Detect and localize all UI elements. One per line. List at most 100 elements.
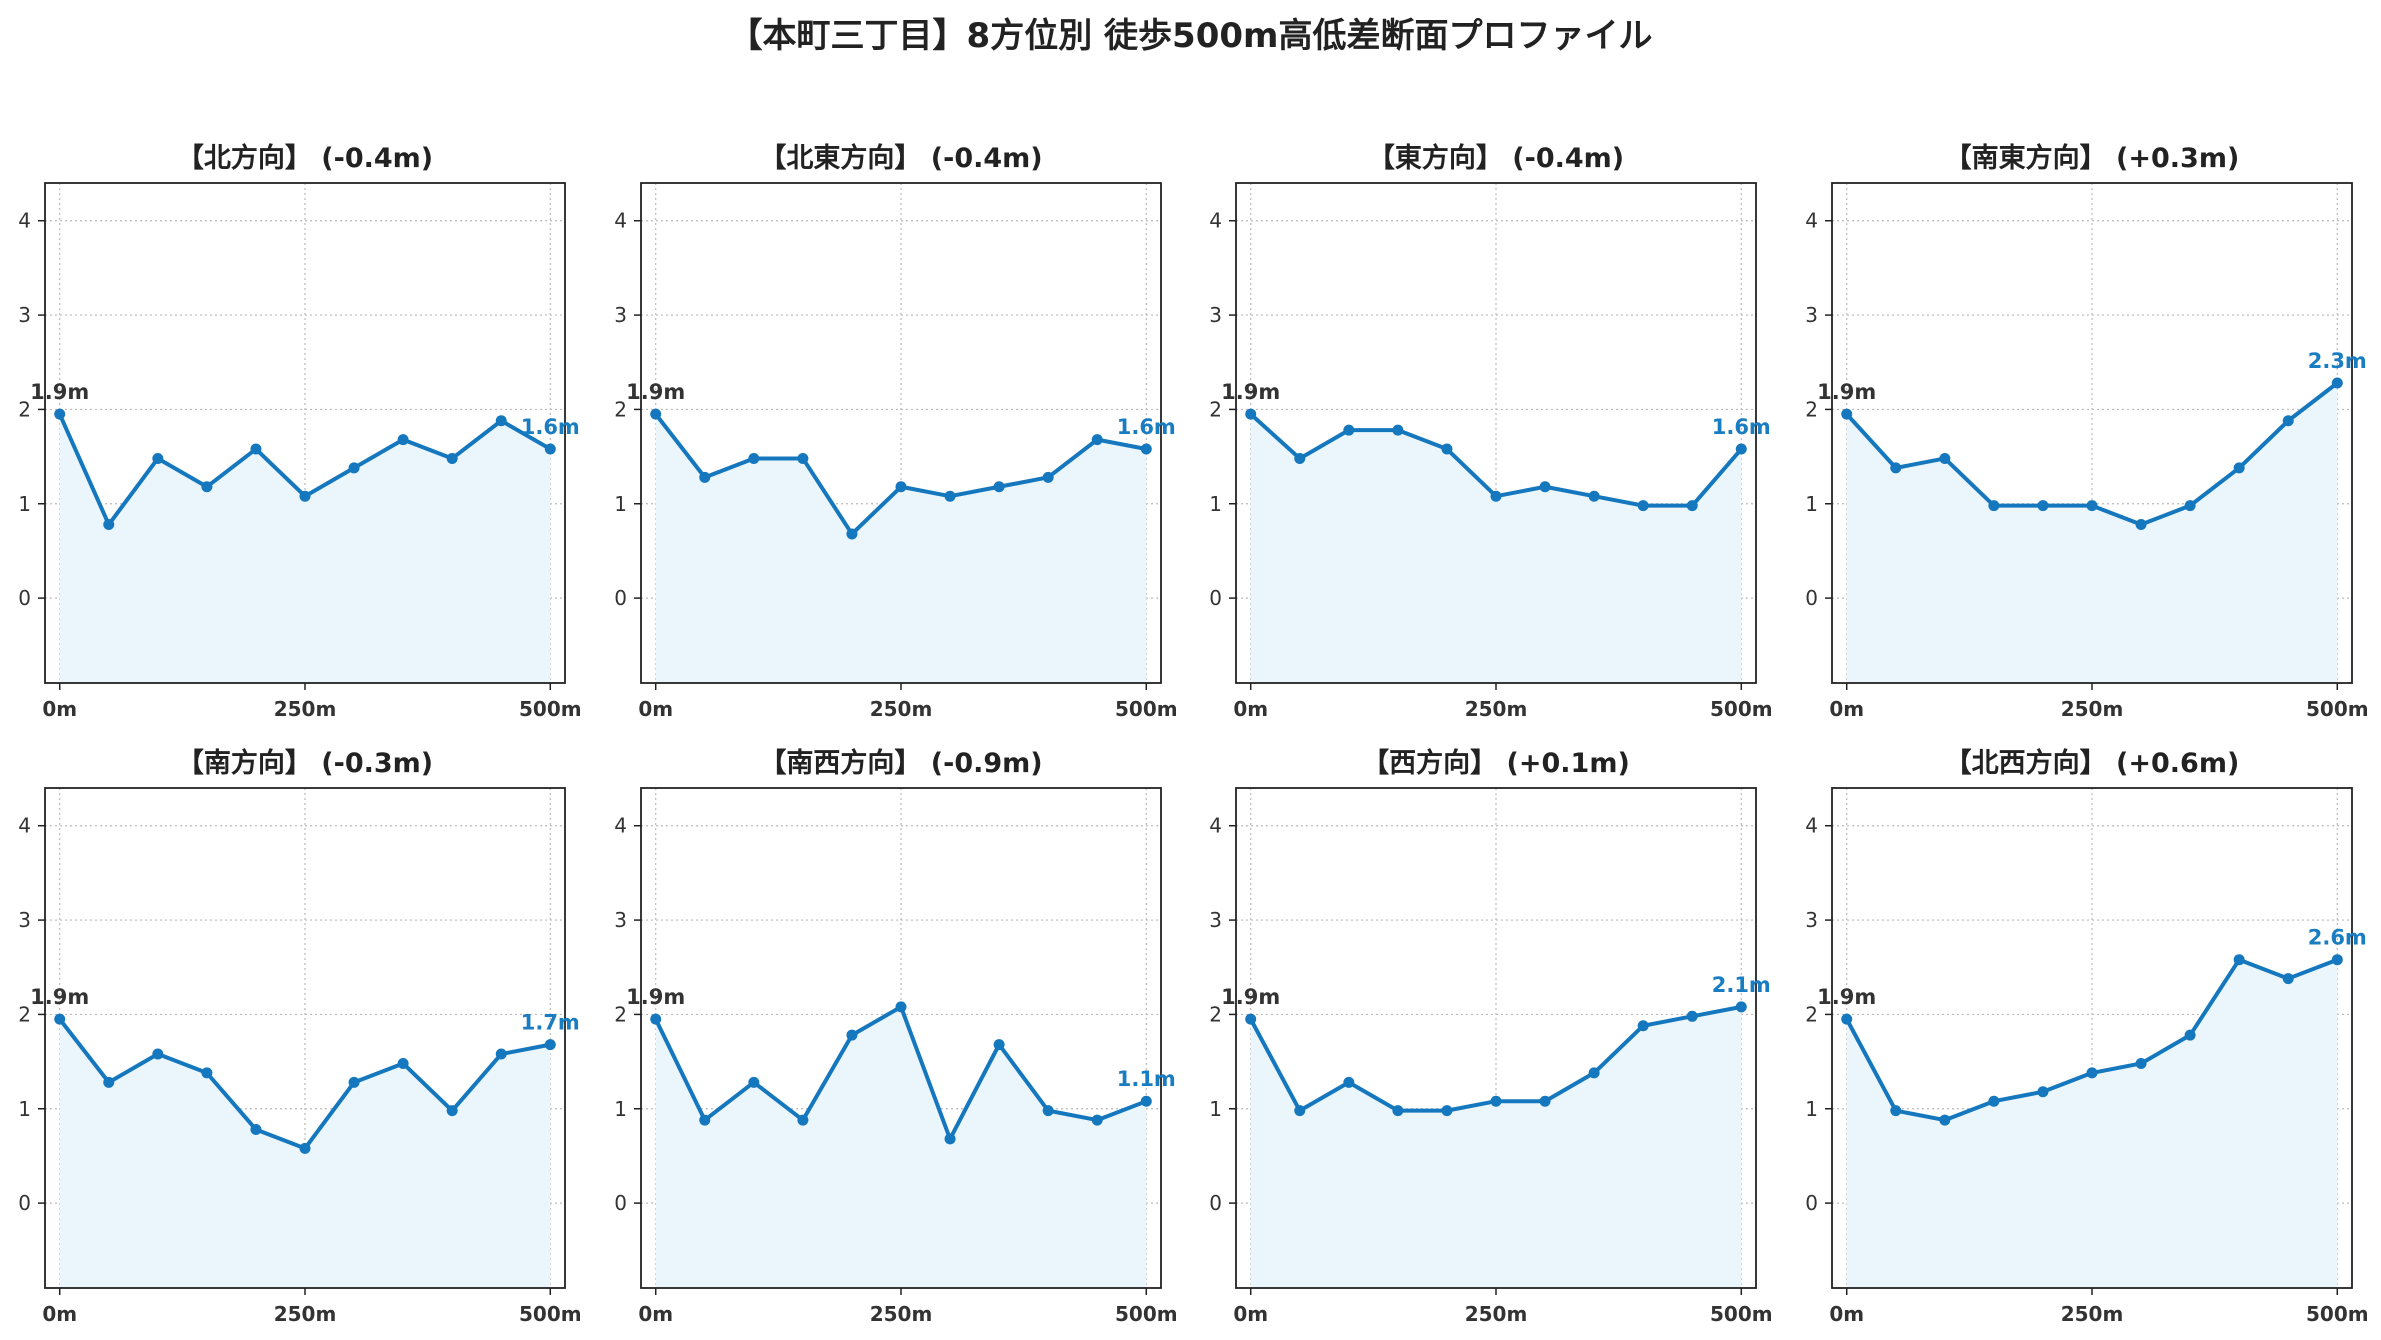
x-tick-label: 500m bbox=[2306, 1302, 2369, 1326]
data-point bbox=[1490, 490, 1502, 502]
area-fill bbox=[655, 1006, 1147, 1288]
chart-panel-w: 【西方向】 (+0.1m) 0 1 2 3 4 0m 250m 500m 1.9m 2.1m bbox=[1209, 747, 1772, 1326]
data-point bbox=[2135, 519, 2147, 531]
x-tick-label: 0m bbox=[638, 697, 673, 721]
data-point bbox=[201, 481, 213, 493]
chart-panel-nw: 【北西方向】 (+0.6m) 0 1 2 3 4 0m 250m 500m 1.9m 2.6m bbox=[1805, 747, 2369, 1326]
data-point bbox=[797, 452, 809, 464]
y-tick-label: 3 bbox=[18, 303, 31, 327]
data-point bbox=[544, 1039, 556, 1051]
data-point bbox=[650, 1013, 662, 1025]
data-point bbox=[1939, 1114, 1951, 1126]
x-tick-label: 250m bbox=[870, 1302, 933, 1326]
data-point bbox=[2282, 415, 2294, 427]
end-label: 1.1m bbox=[1117, 1067, 1176, 1091]
data-point bbox=[397, 1057, 409, 1069]
data-point bbox=[348, 1076, 360, 1088]
start-label: 1.9m bbox=[1221, 985, 1280, 1009]
y-tick-label: 4 bbox=[614, 814, 627, 838]
start-label: 1.9m bbox=[1221, 380, 1280, 404]
data-point bbox=[1392, 1105, 1404, 1117]
data-point bbox=[1686, 1010, 1698, 1022]
x-tick-label: 0m bbox=[1233, 697, 1268, 721]
end-label: 2.1m bbox=[1712, 973, 1771, 997]
data-point bbox=[1637, 1020, 1649, 1032]
data-point bbox=[1294, 1105, 1306, 1117]
panel-title: 【北東方向】 (-0.4m) bbox=[759, 142, 1042, 174]
data-point bbox=[1490, 1095, 1502, 1107]
data-point bbox=[748, 452, 760, 464]
area-fill bbox=[59, 414, 551, 683]
data-point bbox=[2135, 1057, 2147, 1069]
chart-panel-sw: 【南西方向】 (-0.9m) 0 1 2 3 4 0m 250m 500m 1.9m 1.1m bbox=[614, 747, 1177, 1326]
end-label: 1.7m bbox=[521, 1011, 580, 1035]
data-point bbox=[699, 471, 711, 483]
chart-panel-ne: 【北東方向】 (-0.4m) 0 1 2 3 4 0m 250m 500m 1.9m 1.6m bbox=[614, 142, 1178, 721]
x-tick-label: 250m bbox=[2061, 1302, 2124, 1326]
y-tick-label: 0 bbox=[1805, 586, 1818, 610]
data-point bbox=[1588, 1067, 1600, 1079]
data-point bbox=[2037, 500, 2049, 512]
data-point bbox=[2086, 500, 2098, 512]
data-point bbox=[1841, 1013, 1853, 1025]
panel-title: 【南西方向】 (-0.9m) bbox=[759, 747, 1042, 779]
data-point bbox=[495, 1048, 507, 1060]
y-tick-label: 0 bbox=[1805, 1191, 1818, 1215]
y-tick-label: 4 bbox=[614, 209, 627, 233]
data-point bbox=[1441, 1105, 1453, 1117]
x-tick-label: 250m bbox=[274, 1302, 337, 1326]
y-tick-label: 0 bbox=[614, 586, 627, 610]
data-point bbox=[895, 1001, 907, 1013]
data-point bbox=[1042, 1105, 1054, 1117]
y-tick-label: 0 bbox=[614, 1191, 627, 1215]
y-tick-label: 2 bbox=[1209, 397, 1222, 421]
data-point bbox=[846, 528, 858, 540]
panel-title: 【南東方向】 (+0.3m) bbox=[1945, 142, 2240, 174]
x-tick-label: 500m bbox=[519, 1302, 582, 1326]
y-tick-label: 1 bbox=[1805, 492, 1818, 516]
data-point bbox=[1735, 443, 1747, 455]
area-fill bbox=[1846, 383, 2338, 683]
data-point bbox=[2282, 973, 2294, 985]
data-point bbox=[1343, 424, 1355, 436]
x-tick-label: 0m bbox=[1233, 1302, 1268, 1326]
y-tick-label: 3 bbox=[1209, 303, 1222, 327]
start-label: 1.9m bbox=[30, 380, 89, 404]
data-point bbox=[895, 481, 907, 493]
data-point bbox=[699, 1114, 711, 1126]
x-tick-label: 0m bbox=[1829, 697, 1864, 721]
data-point bbox=[1539, 1095, 1551, 1107]
data-point bbox=[1294, 452, 1306, 464]
data-point bbox=[1091, 1114, 1103, 1126]
y-tick-label: 0 bbox=[18, 586, 31, 610]
end-label: 2.3m bbox=[2308, 349, 2367, 373]
end-label: 1.6m bbox=[521, 415, 580, 439]
data-point bbox=[152, 1048, 164, 1060]
x-tick-label: 500m bbox=[1115, 697, 1178, 721]
y-tick-label: 2 bbox=[1805, 1002, 1818, 1026]
y-tick-label: 4 bbox=[1209, 814, 1222, 838]
panel-title: 【西方向】 (+0.1m) bbox=[1362, 747, 1630, 779]
y-tick-label: 0 bbox=[1209, 586, 1222, 610]
data-point bbox=[2086, 1067, 2098, 1079]
panel-title: 【北方向】 (-0.4m) bbox=[177, 142, 433, 174]
chart-panel-e: 【東方向】 (-0.4m) 0 1 2 3 4 0m 250m 500m 1.9m 1.6m bbox=[1209, 142, 1773, 721]
x-tick-label: 500m bbox=[1710, 697, 1773, 721]
panel-title: 【北西方向】 (+0.6m) bbox=[1945, 747, 2240, 779]
data-point bbox=[1841, 408, 1853, 420]
data-point bbox=[1392, 424, 1404, 436]
data-point bbox=[1686, 500, 1698, 512]
y-tick-label: 2 bbox=[1209, 1002, 1222, 1026]
data-point bbox=[103, 519, 115, 531]
data-point bbox=[1588, 490, 1600, 502]
data-point bbox=[1539, 481, 1551, 493]
x-tick-label: 250m bbox=[1465, 697, 1528, 721]
y-tick-label: 3 bbox=[18, 908, 31, 932]
data-point bbox=[446, 1105, 458, 1117]
y-tick-label: 3 bbox=[1805, 908, 1818, 932]
chart-panel-se: 【南東方向】 (+0.3m) 0 1 2 3 4 0m 250m 500m 1.9m 2.3m bbox=[1805, 142, 2368, 721]
data-point bbox=[1441, 443, 1453, 455]
data-point bbox=[1890, 1105, 1902, 1117]
y-tick-label: 1 bbox=[614, 1097, 627, 1121]
data-point bbox=[797, 1114, 809, 1126]
